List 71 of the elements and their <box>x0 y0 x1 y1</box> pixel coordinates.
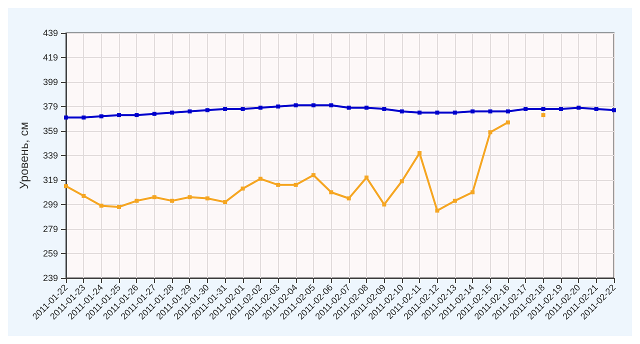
point <box>329 103 334 108</box>
point <box>170 198 174 203</box>
point <box>364 176 369 180</box>
y-tick-label: 359 <box>42 126 58 136</box>
point <box>134 198 139 203</box>
point <box>205 108 210 112</box>
point <box>541 113 546 118</box>
point <box>382 106 386 111</box>
y-tick-label: 299 <box>42 200 58 210</box>
point <box>400 179 404 184</box>
point <box>188 109 192 114</box>
y-tick-label: 379 <box>42 102 58 112</box>
point <box>346 106 351 110</box>
point <box>117 204 122 209</box>
point <box>152 195 156 200</box>
y-axis-title: Уровень, см <box>17 122 31 190</box>
point <box>558 106 563 111</box>
point <box>488 109 492 114</box>
y-tick-label: 439 <box>42 28 58 38</box>
y-tick-label: 239 <box>42 273 58 283</box>
y-tick-label: 399 <box>42 77 58 87</box>
point <box>418 151 422 156</box>
point <box>506 109 510 114</box>
point <box>205 196 210 200</box>
point <box>276 182 280 187</box>
point <box>435 110 440 115</box>
point <box>346 196 351 200</box>
point <box>541 106 546 111</box>
point <box>188 195 192 200</box>
point <box>223 106 228 111</box>
point <box>152 112 156 116</box>
point <box>382 202 386 206</box>
y-tick-label: 259 <box>42 248 58 258</box>
point <box>470 190 475 194</box>
y-tick-label: 419 <box>42 52 58 62</box>
point <box>364 106 369 110</box>
point <box>64 116 68 120</box>
point <box>223 200 228 204</box>
point <box>258 176 262 181</box>
point <box>170 110 174 115</box>
point <box>488 130 492 134</box>
point <box>329 190 334 194</box>
y-tick-label: 339 <box>42 150 58 160</box>
point <box>400 109 404 114</box>
point <box>576 106 581 110</box>
point <box>470 109 475 114</box>
point <box>99 114 104 118</box>
y-tick-label: 319 <box>42 175 58 185</box>
point <box>294 182 298 187</box>
point <box>258 106 262 110</box>
point <box>294 103 298 108</box>
point <box>82 116 86 120</box>
point <box>311 173 316 178</box>
point <box>64 184 68 188</box>
point <box>117 113 122 118</box>
point <box>418 110 422 115</box>
point <box>506 120 510 124</box>
point <box>311 103 316 108</box>
point <box>435 208 440 213</box>
point <box>82 194 86 198</box>
point <box>240 106 245 111</box>
point <box>612 108 616 112</box>
point <box>99 204 104 208</box>
point <box>134 113 139 118</box>
y-tick-label: 279 <box>42 224 58 234</box>
point <box>524 106 528 111</box>
point <box>594 106 598 111</box>
point <box>240 186 245 191</box>
point <box>452 198 457 203</box>
point <box>452 110 457 115</box>
point <box>276 104 280 108</box>
